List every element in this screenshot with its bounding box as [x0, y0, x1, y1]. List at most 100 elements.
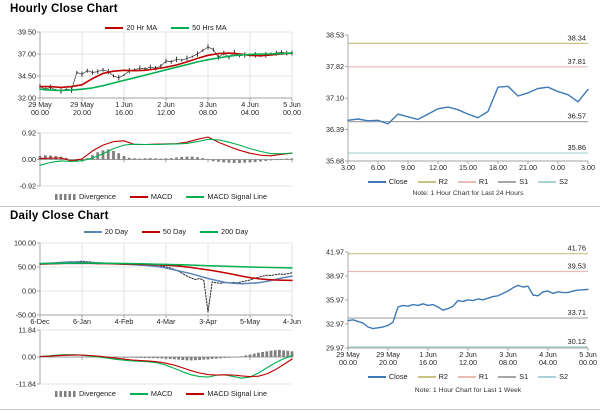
x-tick-label: 15.00 — [459, 163, 477, 172]
section-divider-bottom — [0, 409, 600, 410]
series-divergence-bar — [168, 357, 172, 359]
series-divergence-bar — [164, 357, 168, 359]
divergence-swatch-icon — [54, 390, 76, 397]
series-divergence-bar — [147, 357, 151, 359]
y-tick-label: 32.00 — [18, 93, 36, 102]
x-tick-label: 5 Jun — [579, 350, 597, 359]
series-50-hrs-ma — [39, 52, 293, 92]
x-tick-label: 3.00 — [341, 163, 355, 172]
series-divergence-bar — [285, 158, 289, 160]
close-swatch-icon — [367, 375, 386, 378]
series-divergence-bar — [72, 356, 75, 358]
series-divergence-bar — [273, 350, 277, 357]
y-tick-label: 36.39 — [326, 125, 344, 134]
series-divergence-bar — [190, 156, 194, 160]
series-divergence-bar — [232, 159, 236, 163]
legend-item-s1: S1 — [498, 372, 528, 381]
series-close — [347, 284, 589, 330]
x-tick-label: 29 May — [28, 100, 52, 109]
series-divergence-bar — [55, 356, 59, 357]
legend-label: S2 — [559, 372, 569, 381]
series-divergence-bar — [206, 357, 210, 360]
series-close — [347, 85, 589, 125]
y-tick-label: -0.92 — [20, 181, 36, 190]
series-divergence-bar — [227, 159, 231, 163]
y-tick-label: 39.50 — [18, 27, 36, 36]
series-divergence-bar — [238, 159, 241, 163]
legend-label: 20 Hr MA — [126, 23, 158, 32]
macd-swatch-icon — [129, 195, 148, 198]
legend-label: 50 Day — [162, 227, 187, 236]
legend-item-r1: R1 — [457, 177, 488, 186]
series-divergence-bar — [274, 159, 278, 161]
x-tick-label: 29 May — [336, 350, 360, 359]
macd-signal-line-swatch-icon — [186, 392, 205, 395]
x-tick-label: 1 Jun — [419, 350, 437, 359]
series-divergence-bar — [70, 159, 73, 161]
x-tick-label: 16.00 — [115, 108, 133, 117]
daily-macd-legend: Divergence MACD MACD Signal Line — [30, 389, 292, 398]
hourly-chart-title: Hourly Close Chart — [10, 3, 118, 15]
legend-label: MACD — [150, 192, 173, 201]
x-tick-label: 21.00 — [519, 163, 537, 172]
series-divergence-bar — [259, 159, 262, 162]
legend-item-50-hrs-ma: 50 Hrs MA — [171, 23, 227, 32]
daily-ma-legend: 20 Day 50 Day 200 Day — [40, 227, 292, 236]
series-divergence-bar — [114, 357, 117, 358]
series-divergence-bar — [138, 158, 142, 160]
x-tick-label: 08.00 — [199, 108, 217, 117]
y-tick-label: 0.92 — [22, 128, 36, 137]
legend-item-close: Close — [367, 177, 408, 186]
series-divergence-bar — [286, 350, 290, 357]
legend-label: 200 Day — [221, 227, 249, 236]
series-divergence-bar — [244, 355, 248, 357]
series-divergence-bar — [160, 357, 164, 359]
series-divergence-bar — [51, 356, 54, 357]
legend-label: MACD Signal Line — [207, 389, 268, 398]
series-macd-signal-line — [39, 354, 293, 378]
x-tick-label: 3.00 — [581, 163, 595, 172]
series-divergence-bar — [139, 357, 143, 358]
x-tick-label: 5-May — [240, 317, 260, 326]
y-tick-label: 0.00 — [22, 286, 36, 295]
y-tick-label: 37.10 — [326, 94, 344, 103]
daily-chart-title: Daily Close Chart — [10, 210, 109, 222]
legend-item-r2: R2 — [417, 177, 448, 186]
series-divergence-bar — [252, 353, 256, 357]
legend-item-macd-signal-line: MACD Signal Line — [186, 389, 267, 398]
series-divergence-bar — [143, 158, 147, 160]
series-divergence-bar — [173, 357, 176, 360]
close-swatch-icon — [367, 180, 386, 183]
series-divergence-bar — [181, 357, 185, 360]
legend-label: MACD Signal Line — [207, 192, 268, 201]
series-divergence-bar — [135, 357, 138, 358]
legend-label: R2 — [438, 177, 448, 186]
legend-item-divergence: Divergence — [54, 389, 116, 398]
legend-label: Close — [388, 372, 408, 381]
y-tick-label: 37.82 — [326, 62, 344, 71]
series-divergence-bar — [63, 356, 67, 358]
series-divergence-bar — [253, 159, 257, 163]
x-tick-label: 12.00 — [429, 163, 447, 172]
series-divergence-bar — [231, 357, 235, 358]
y-tick-label: 0.00 — [22, 155, 36, 164]
series-divergence-bar — [248, 354, 252, 357]
200-day-swatch-icon — [200, 230, 219, 233]
legend-label: R2 — [438, 372, 448, 381]
legend-item-r1: R1 — [457, 372, 488, 381]
legend-item-s2: S2 — [538, 177, 568, 186]
series-divergence-bar — [93, 356, 96, 358]
x-tick-label: 29 May — [70, 100, 94, 109]
legend-item-20-hr-ma: 20 Hr MA — [105, 23, 157, 32]
legend-item-macd-signal-line: MACD Signal Line — [186, 192, 267, 201]
y-tick-label: 0.00 — [22, 352, 36, 361]
divergence-swatch-icon — [54, 193, 76, 200]
x-tick-label: 16.00 — [419, 358, 437, 367]
series-divergence-bar — [126, 357, 130, 358]
series-divergence-bar — [76, 356, 80, 358]
series-20-hr-ma — [39, 52, 293, 89]
series-divergence-bar — [42, 356, 46, 358]
pivot-label-s2: 30.12 — [568, 337, 587, 346]
series-divergence-bar — [84, 356, 88, 358]
